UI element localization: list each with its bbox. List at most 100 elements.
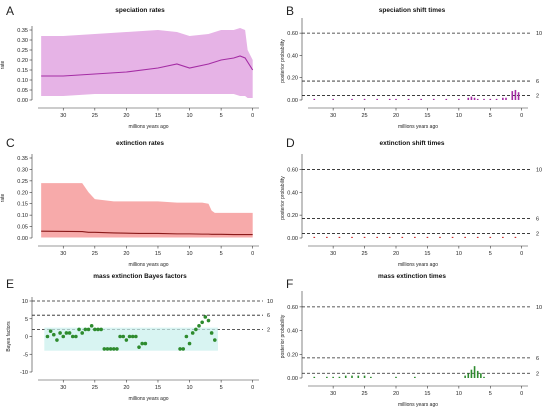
bayes-factor-point bbox=[134, 335, 138, 339]
x-tick-label: 10 bbox=[456, 391, 462, 397]
bayes-factor-point bbox=[144, 342, 148, 346]
x-axis-label: millions years ago bbox=[398, 262, 438, 268]
panel-letter: B bbox=[286, 4, 294, 18]
probability-bar bbox=[464, 237, 466, 238]
reference-line-label: 6 bbox=[536, 79, 539, 85]
y-tick-label: 0.05 bbox=[17, 88, 28, 94]
y-tick-label: 0.60 bbox=[287, 305, 298, 311]
reference-line-label: 10 bbox=[536, 31, 542, 37]
probability-bar bbox=[467, 373, 469, 378]
x-tick-label: 25 bbox=[362, 113, 368, 119]
probability-bar bbox=[511, 91, 513, 100]
x-tick-label: 20 bbox=[123, 385, 129, 391]
bayes-factor-point bbox=[128, 335, 132, 339]
probability-bar bbox=[351, 237, 353, 238]
reference-line-label: 2 bbox=[536, 231, 539, 237]
panel-letter: F bbox=[286, 277, 293, 291]
probability-bar bbox=[326, 237, 328, 238]
probability-bar bbox=[420, 99, 422, 100]
x-tick-label: 0 bbox=[520, 251, 523, 257]
probability-bar bbox=[458, 99, 460, 100]
bayes-factor-point bbox=[80, 331, 84, 335]
probability-bar bbox=[467, 98, 469, 100]
x-tick-label: 25 bbox=[92, 385, 98, 391]
bayes-factor-point bbox=[121, 335, 125, 339]
probability-bar bbox=[477, 99, 479, 100]
y-tick-label: 0.35 bbox=[17, 156, 28, 162]
reference-line-label: 2 bbox=[267, 327, 270, 333]
probability-bar bbox=[376, 99, 378, 100]
x-tick-label: 30 bbox=[60, 251, 66, 257]
y-tick-label: 0.10 bbox=[17, 78, 28, 84]
y-tick-label: 5 bbox=[25, 317, 28, 323]
x-tick-label: 0 bbox=[251, 113, 254, 119]
x-tick-label: 30 bbox=[330, 391, 336, 397]
bayes-factor-point bbox=[140, 342, 144, 346]
x-axis-label: millions years ago bbox=[398, 124, 438, 130]
probability-bar bbox=[496, 99, 498, 100]
x-tick-label: 0 bbox=[520, 391, 523, 397]
probability-bar bbox=[452, 237, 454, 238]
probability-bar bbox=[339, 237, 341, 238]
bayes-factor-point bbox=[137, 345, 141, 349]
y-axis-label: rate bbox=[0, 60, 6, 69]
y-tick-label: 0.10 bbox=[17, 213, 28, 219]
bayes-factor-point bbox=[131, 335, 135, 339]
x-tick-label: 20 bbox=[393, 251, 399, 257]
x-tick-label: 0 bbox=[251, 385, 254, 391]
y-tick-label: 0.30 bbox=[17, 167, 28, 173]
x-tick-label: 25 bbox=[362, 391, 368, 397]
x-tick-label: 15 bbox=[424, 391, 430, 397]
y-axis-label: posterior probability bbox=[280, 39, 286, 83]
probability-bar bbox=[401, 237, 403, 238]
bayes-factor-point bbox=[213, 338, 217, 342]
bayes-factor-point bbox=[194, 328, 198, 332]
chart-title: speciation rates bbox=[115, 7, 165, 14]
bayes-factor-point bbox=[84, 328, 88, 332]
y-tick-label: 0.00 bbox=[17, 98, 28, 104]
y-tick-label: 0.40 bbox=[287, 53, 298, 59]
y-axis-label: posterior probability bbox=[280, 176, 286, 220]
bayes-factor-point bbox=[46, 335, 50, 339]
panel-letter: E bbox=[6, 277, 14, 291]
bayes-factor-point bbox=[109, 347, 113, 351]
reference-line-label: 2 bbox=[536, 94, 539, 100]
probability-bar bbox=[464, 376, 466, 378]
x-tick-label: 10 bbox=[456, 251, 462, 257]
bayes-factor-point bbox=[99, 328, 103, 332]
reference-line-label: 10 bbox=[536, 305, 542, 311]
bayes-factor-point bbox=[118, 335, 122, 339]
bayes-factor-point bbox=[65, 331, 69, 335]
x-axis-label: millions years ago bbox=[128, 124, 168, 130]
y-tick-label: 0.20 bbox=[17, 58, 28, 64]
bayes-factor-point bbox=[71, 335, 75, 339]
y-tick-label: 0.00 bbox=[17, 236, 28, 242]
probability-bar bbox=[395, 99, 397, 100]
bayes-factor-point bbox=[52, 333, 56, 337]
probability-bar bbox=[370, 377, 372, 378]
bayes-factor-point bbox=[197, 324, 201, 328]
reference-line-label: 10 bbox=[267, 299, 273, 305]
chart-title: mass extinction times bbox=[378, 273, 446, 280]
y-tick-label: 0.20 bbox=[17, 190, 28, 196]
probability-bar bbox=[395, 377, 397, 378]
x-tick-label: 30 bbox=[330, 251, 336, 257]
y-tick-label: 0.20 bbox=[287, 213, 298, 219]
probability-bar bbox=[389, 237, 391, 238]
x-tick-label: 0 bbox=[520, 113, 523, 119]
x-axis-label: millions years ago bbox=[398, 402, 438, 408]
x-tick-label: 15 bbox=[155, 385, 161, 391]
bayes-factor-point bbox=[74, 335, 78, 339]
probability-bar bbox=[414, 237, 416, 238]
x-tick-label: 15 bbox=[155, 113, 161, 119]
bayes-factor-point bbox=[207, 319, 211, 323]
y-tick-label: 0.60 bbox=[287, 31, 298, 37]
y-tick-label: 0.20 bbox=[287, 352, 298, 358]
bayes-factor-point bbox=[49, 329, 53, 333]
bayes-factor-point bbox=[185, 335, 189, 339]
probability-bar bbox=[502, 98, 504, 100]
y-tick-label: -10 bbox=[20, 370, 28, 376]
